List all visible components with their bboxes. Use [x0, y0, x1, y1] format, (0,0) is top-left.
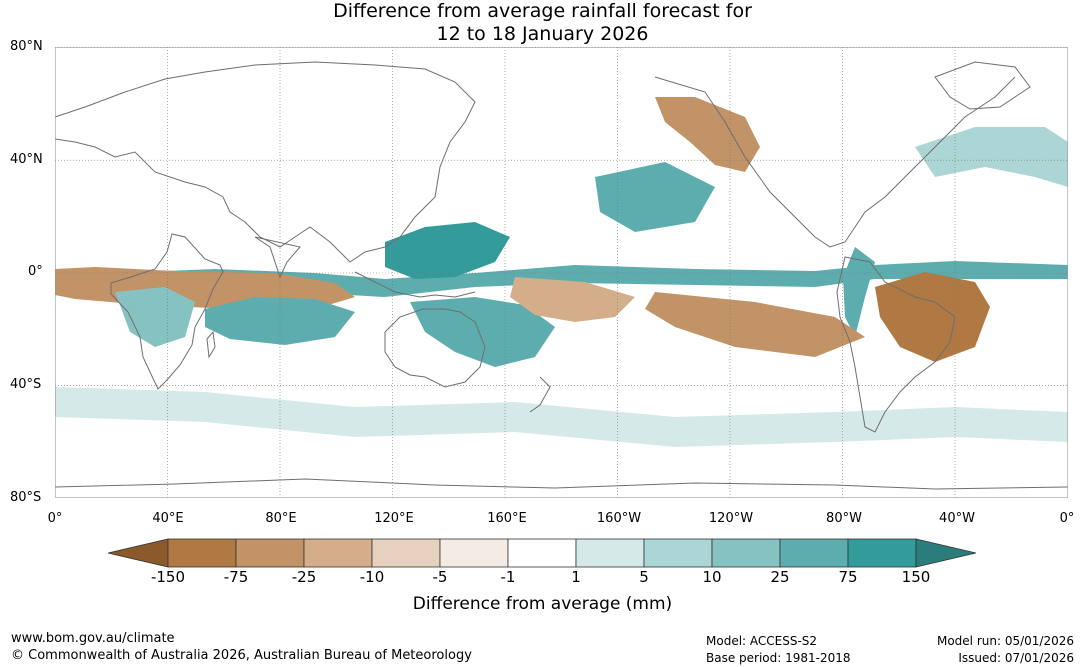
colorbar-swatch-3 — [303, 538, 373, 568]
colorbar-swatch-below-min — [107, 538, 169, 568]
lat-label-80s: 80°S — [10, 490, 42, 505]
lat-label-equator: 0° — [28, 264, 43, 279]
lon-label-80w: 80°W — [826, 511, 862, 526]
region-southern-africa-wet — [115, 287, 195, 347]
footer-base-period: Base period: 1981-2018 — [706, 651, 851, 665]
colorbar-tick-label: -5 — [432, 568, 448, 586]
colorbar-swatch-11 — [847, 538, 917, 568]
colorbar-tick-label: 75 — [838, 568, 858, 586]
lon-label-120w: 120°W — [708, 511, 754, 526]
lon-label-160w: 160°W — [596, 511, 642, 526]
coast-greenland — [934, 61, 1031, 110]
colorbar-swatch-9 — [711, 538, 781, 568]
map-frame — [55, 47, 1068, 498]
colorbar-tick-label: 150 — [901, 568, 931, 586]
footer-model-run: Model run: 05/01/2026 — [936, 634, 1074, 648]
region-alaska-dry — [655, 97, 760, 172]
colorbar-tick-label: 25 — [770, 568, 790, 586]
region-maritime-continent-wet — [385, 222, 510, 279]
coast-india — [254, 236, 301, 279]
coast-south-america — [836, 256, 956, 433]
region-australia-wet — [410, 297, 555, 367]
coast-africa — [110, 233, 224, 390]
coast-australia — [384, 308, 486, 388]
footer-issued: Issued: 07/01/2026 — [958, 651, 1074, 665]
colorbar-swatch-7 — [575, 538, 645, 568]
coast-new-zealand — [529, 376, 551, 413]
footer-copyright: © Commonwealth of Australia 2026, Austra… — [11, 648, 472, 663]
coast-indonesia — [354, 271, 476, 298]
colorbar-swatches — [107, 538, 977, 568]
title-line-1: Difference from average rainfall forecas… — [333, 0, 752, 22]
region-north-atlantic-wet — [915, 127, 1068, 187]
coast-madagascar — [206, 330, 216, 359]
region-south-pacific-dry — [645, 292, 865, 357]
lat-label-40n: 40°N — [10, 152, 43, 167]
rainfall-anomaly-map[interactable] — [55, 47, 1068, 498]
colorbar-swatch-6 — [507, 538, 577, 568]
anomaly-fields — [55, 47, 1068, 498]
lat-label-40s: 40°S — [10, 377, 42, 392]
colorbar-title: Difference from average (mm) — [412, 594, 673, 614]
colorbar-swatch-above-max — [915, 538, 977, 568]
colorbar-tick-label: -10 — [359, 568, 385, 586]
coast-north-america — [654, 76, 1016, 248]
lat-label-80n: 80°N — [10, 39, 43, 54]
colorbar-swatch-2 — [235, 538, 305, 568]
region-north-pacific-wet — [595, 162, 715, 232]
region-southern-ocean-wet — [55, 387, 1068, 447]
colorbar-tick-label: -150 — [150, 568, 186, 586]
colorbar-tick-label: -1 — [500, 568, 516, 586]
graticule — [55, 47, 1068, 498]
coast-antarctica — [55, 478, 1068, 490]
lon-label-80e: 80°E — [265, 511, 297, 526]
lon-label-40e: 40°E — [152, 511, 184, 526]
colorbar-swatch-1 — [167, 538, 237, 568]
lon-label-0: 0° — [47, 511, 63, 526]
lon-label-160e: 160°E — [487, 511, 527, 526]
colorbar-swatch-5 — [439, 538, 509, 568]
region-east-pacific-dry — [510, 277, 635, 322]
footer-website[interactable]: www.bom.gov.au/climate — [11, 631, 175, 646]
lon-label-40w: 40°W — [939, 511, 975, 526]
colorbar-swatch-10 — [779, 538, 849, 568]
colorbar-swatch-8 — [643, 538, 713, 568]
colorbar — [107, 538, 978, 592]
colorbar-swatch-4 — [371, 538, 441, 568]
lon-label-0-end: 0° — [1059, 511, 1075, 526]
colorbar-tick-label: 1 — [571, 568, 581, 586]
coast-eurasia — [55, 61, 476, 263]
map-title: Difference from average rainfall forecas… — [0, 0, 1085, 46]
title-line-2: 12 to 18 January 2026 — [436, 23, 649, 45]
colorbar-tick-label: -75 — [223, 568, 249, 586]
lon-label-120e: 120°E — [374, 511, 414, 526]
colorbar-tick-label: -25 — [291, 568, 317, 586]
region-brazil-dry — [875, 272, 990, 362]
colorbar-tick-label: 5 — [639, 568, 649, 586]
coastlines — [55, 61, 1068, 490]
colorbar-tick-label: 10 — [702, 568, 722, 586]
region-south-america-wet — [843, 247, 875, 337]
footer-model: Model: ACCESS-S2 — [706, 634, 818, 648]
